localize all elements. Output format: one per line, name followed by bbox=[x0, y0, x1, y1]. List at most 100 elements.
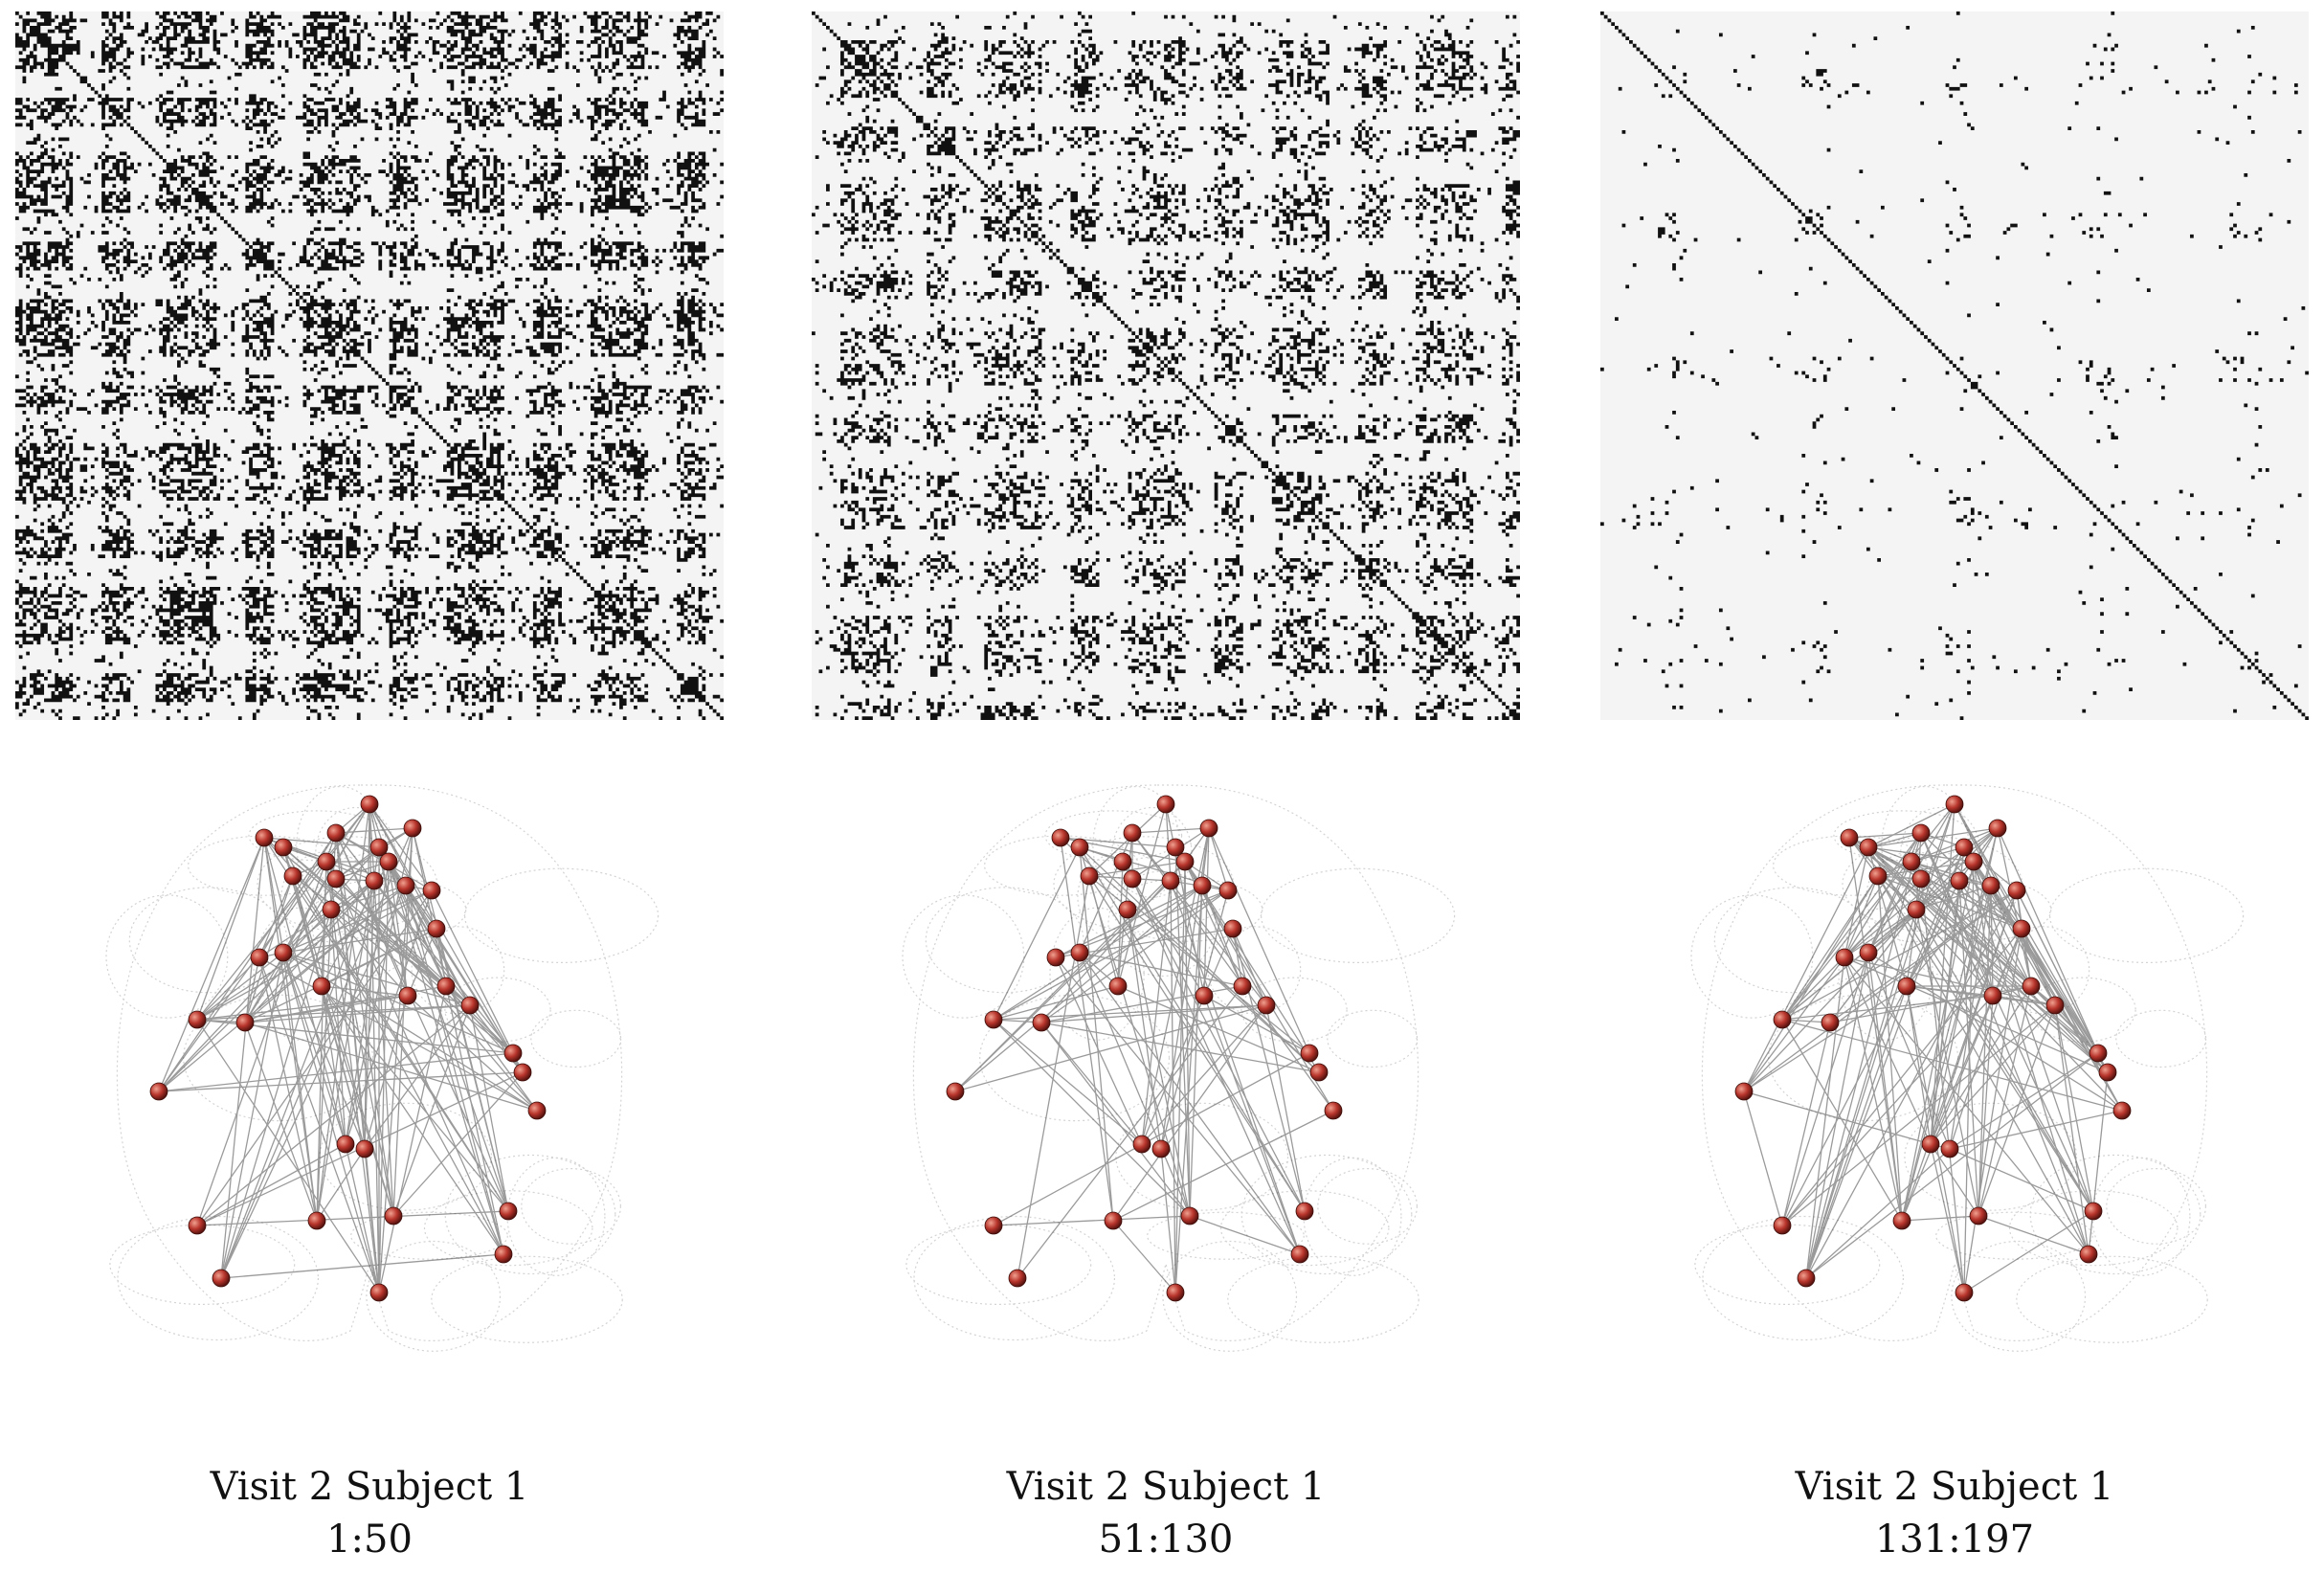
network-edge bbox=[316, 846, 380, 1222]
network-edge bbox=[1930, 889, 2018, 1145]
brain-svg-1 bbox=[105, 784, 659, 1352]
network-node bbox=[1123, 823, 1142, 843]
network-edge bbox=[1848, 837, 2099, 1054]
network-edge bbox=[1911, 846, 1965, 863]
network-edge bbox=[1743, 909, 1917, 1092]
network-node bbox=[1008, 1269, 1027, 1288]
network-edge bbox=[1232, 928, 1243, 987]
network-edge bbox=[1973, 861, 1994, 997]
network-edge bbox=[321, 985, 346, 1145]
network-edges bbox=[1743, 803, 2123, 1293]
network-edge bbox=[993, 889, 1229, 1021]
network-edge bbox=[263, 837, 471, 1006]
network-edge bbox=[282, 952, 346, 1145]
network-edge bbox=[263, 837, 447, 987]
network-edge bbox=[993, 985, 1119, 1021]
network-edge bbox=[1911, 861, 2022, 930]
network-edge bbox=[1117, 861, 1124, 987]
network-node bbox=[1156, 795, 1175, 814]
network-edge bbox=[1973, 861, 2022, 930]
network-node bbox=[2112, 1101, 2132, 1120]
network-edge bbox=[1743, 1091, 1932, 1145]
caption-title: Visit 2 Subject 1 bbox=[1006, 1465, 1326, 1509]
network-edge bbox=[1184, 861, 1320, 1073]
network-edge bbox=[335, 832, 409, 997]
network-edge bbox=[1131, 827, 1210, 834]
network-edge bbox=[158, 909, 332, 1092]
network-edge bbox=[1877, 875, 2089, 1255]
network-edge bbox=[1781, 928, 2022, 1226]
network-node bbox=[322, 900, 341, 919]
network-node bbox=[149, 1082, 168, 1101]
network-node bbox=[984, 1216, 1003, 1235]
network-edge bbox=[364, 803, 370, 1150]
network-edge bbox=[1040, 889, 1229, 1023]
network-edge bbox=[407, 995, 538, 1112]
network-edge bbox=[1805, 803, 1955, 1279]
network-edge bbox=[1201, 885, 1243, 987]
network-edge bbox=[1127, 909, 1191, 1217]
network-edge bbox=[325, 861, 380, 1293]
network-edge bbox=[1079, 952, 1191, 1217]
network-edge bbox=[1906, 827, 1999, 987]
network-edge bbox=[335, 832, 380, 1293]
network-edge bbox=[1920, 878, 1965, 1293]
network-edge bbox=[1141, 928, 1234, 1145]
network-edge bbox=[1848, 837, 2056, 1006]
network-edge bbox=[158, 1071, 524, 1092]
network-edge bbox=[244, 885, 407, 1023]
network-edge bbox=[1920, 832, 2089, 1255]
network-edge bbox=[292, 875, 447, 987]
brain-svg-3 bbox=[1690, 784, 2245, 1352]
network-edge bbox=[954, 885, 1203, 1092]
network-edge bbox=[1232, 928, 1306, 1212]
network-edge bbox=[373, 880, 514, 1054]
network-edge bbox=[405, 885, 524, 1073]
network-node bbox=[1950, 871, 1969, 890]
network-edge bbox=[1901, 861, 1975, 1222]
network-edge bbox=[1963, 1210, 2094, 1293]
network-node bbox=[1734, 1082, 1754, 1101]
network-edge bbox=[373, 880, 394, 1217]
network-edge bbox=[1911, 827, 1999, 863]
network-node bbox=[1223, 919, 1242, 938]
network-edge bbox=[1930, 846, 1965, 1145]
network-node bbox=[1911, 869, 1931, 888]
network-edges bbox=[158, 803, 538, 1293]
network-edge bbox=[258, 956, 318, 1222]
caption-title: Visit 2 Subject 1 bbox=[210, 1465, 529, 1509]
network-node bbox=[1309, 1063, 1329, 1082]
network-edge bbox=[1184, 861, 1334, 1112]
network-edge bbox=[1844, 956, 2089, 1255]
network-edge bbox=[282, 952, 318, 1222]
network-edge bbox=[1117, 803, 1167, 987]
network-edge bbox=[369, 803, 524, 1073]
network-edge bbox=[1911, 861, 2099, 1054]
network-edge bbox=[335, 827, 413, 834]
network-node bbox=[1161, 871, 1180, 890]
network-edge bbox=[1805, 952, 1869, 1279]
network-edge bbox=[1189, 885, 1203, 1217]
network-edge bbox=[1743, 956, 1845, 1092]
network-edge bbox=[244, 956, 260, 1023]
network-node bbox=[1907, 900, 1926, 919]
network-edge bbox=[220, 880, 375, 1279]
network-edge bbox=[196, 995, 409, 1021]
network-node bbox=[1955, 1283, 1974, 1302]
network-edge bbox=[1079, 846, 1191, 1217]
network-edge bbox=[292, 875, 394, 1217]
network-node bbox=[1921, 1135, 1940, 1154]
network-node bbox=[436, 977, 456, 996]
network-edge bbox=[1088, 861, 1186, 877]
network-edge bbox=[1949, 928, 2022, 1150]
network-edge bbox=[244, 1022, 538, 1112]
network-edge bbox=[220, 952, 284, 1279]
network-node bbox=[274, 943, 293, 962]
network-edge bbox=[1055, 956, 1301, 1255]
network-edge bbox=[1844, 956, 2056, 1006]
network-edge bbox=[1877, 875, 2094, 1212]
network-node bbox=[1108, 977, 1128, 996]
network-node bbox=[1911, 823, 1931, 843]
network-edge bbox=[258, 956, 380, 1293]
network-node bbox=[427, 919, 446, 938]
